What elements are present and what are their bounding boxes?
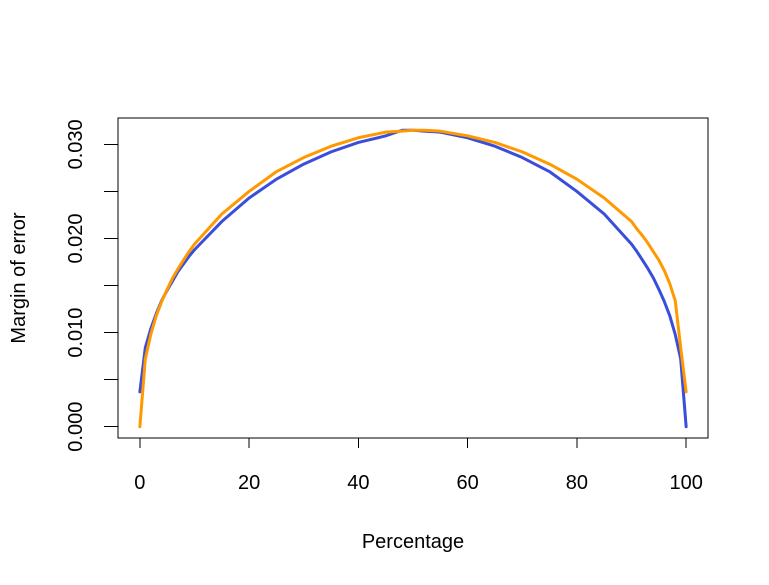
x-tick-label: 0 bbox=[134, 472, 145, 494]
orange-series-line bbox=[138, 128, 688, 429]
x-axis-label: Percentage bbox=[362, 531, 464, 553]
x-tick-label: 40 bbox=[347, 472, 369, 494]
y-tick-label: 0.030 bbox=[65, 119, 87, 169]
blue-series-line bbox=[138, 128, 688, 429]
y-tick-label: 0.000 bbox=[65, 402, 87, 452]
y-tick-label: 0.010 bbox=[65, 308, 87, 358]
x-tick-label: 20 bbox=[238, 472, 260, 494]
x-tick-label: 100 bbox=[669, 472, 702, 494]
y-tick-label: 0.020 bbox=[65, 213, 87, 263]
x-tick-label: 80 bbox=[566, 472, 588, 494]
y-axis: 0.000 0.010 0.020 0.030 bbox=[65, 119, 119, 452]
x-tick-label: 60 bbox=[457, 472, 479, 494]
series-layer bbox=[138, 128, 688, 429]
y-axis-label: Margin of error bbox=[8, 212, 30, 343]
x-axis: 0 20 40 60 80 100 bbox=[134, 437, 703, 494]
plot-area-frame bbox=[117, 117, 709, 439]
